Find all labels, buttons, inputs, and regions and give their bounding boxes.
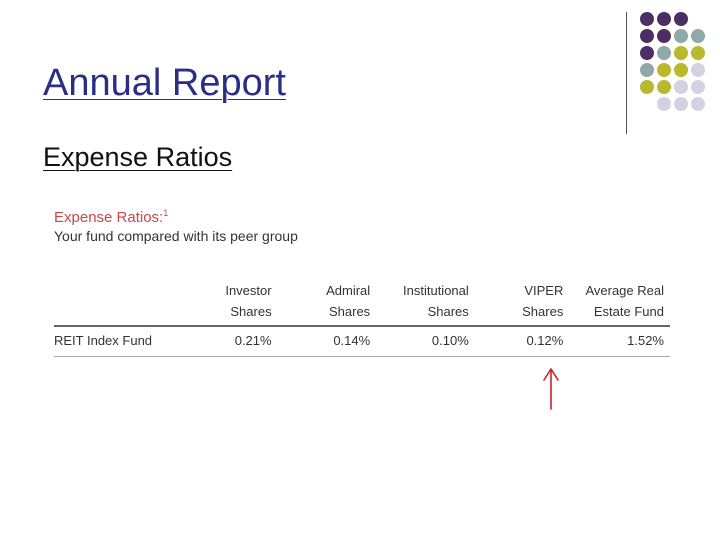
decorative-dot: [691, 29, 705, 43]
footnote-marker: 1: [163, 208, 169, 218]
decorative-dot: [674, 29, 688, 43]
decorative-dot: [674, 12, 688, 26]
table-row: REIT Index Fund 0.21% 0.14% 0.10% 0.12% …: [54, 326, 670, 357]
institutional-value-cell: 0.10%: [376, 326, 475, 357]
expense-ratio-heading-text: Expense Ratios:: [54, 209, 164, 226]
decorative-dot: [657, 63, 671, 77]
expense-ratio-subheading: Your fund compared with its peer group: [54, 228, 298, 244]
expense-ratio-heading: Expense Ratios:1: [54, 208, 674, 226]
decorative-dot: [674, 63, 688, 77]
decorative-dot: [657, 12, 671, 26]
column-header-viper: VIPER Shares: [474, 280, 570, 327]
decorative-dot: [657, 46, 671, 60]
decorative-dot: [674, 97, 688, 111]
viper-value-cell: 0.12%: [474, 326, 570, 357]
table-header-row: Investor Shares Admiral Shares Institution…: [54, 280, 670, 327]
arrow-up-icon: [543, 368, 559, 410]
column-header-admiral: Admiral Shares: [277, 280, 377, 327]
slide-subtitle: Expense Ratios: [43, 142, 233, 172]
decorative-dot: [640, 12, 654, 26]
decorative-dot: [657, 80, 671, 94]
expense-ratio-table: Investor Shares Admiral Shares Institution…: [54, 280, 670, 357]
decorative-dot: [691, 97, 705, 111]
decorative-dot: [691, 80, 705, 94]
column-header-investor: Investor Shares: [225, 280, 278, 327]
decorative-dot: [691, 63, 705, 77]
fund-name-cell: REIT Index Fund: [54, 326, 226, 357]
column-header-average-real-estate: Average Real Estate Fund: [569, 280, 670, 327]
column-header-institutional: Institutional Shares: [376, 280, 475, 327]
decorative-dot: [640, 80, 654, 94]
investor-value-cell: 0.21%: [225, 326, 278, 357]
decorative-dot: [657, 29, 671, 43]
decorative-divider: [626, 12, 627, 134]
decorative-dot: [640, 46, 654, 60]
decorative-dot: [640, 63, 654, 77]
expense-ratio-header: Expense Ratios:1 Your fund compared with…: [54, 208, 674, 244]
decorative-dot: [640, 29, 654, 43]
decorative-dot-grid: [640, 12, 720, 122]
decorative-dot: [657, 97, 671, 111]
admiral-value-cell: 0.14%: [277, 326, 377, 357]
slide-title: Annual Report: [43, 62, 286, 104]
decorative-dot: [691, 46, 705, 60]
decorative-dot: [674, 46, 688, 60]
decorative-dot: [674, 80, 688, 94]
average-real-estate-value-cell: 1.52%: [569, 326, 670, 357]
column-header-fund: [54, 280, 226, 327]
